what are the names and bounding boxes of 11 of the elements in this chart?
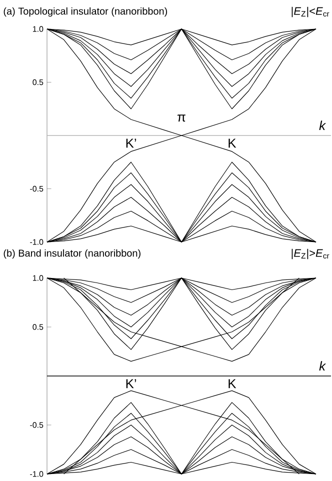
annotation: K’ — [126, 138, 136, 148]
annotation: K’ — [126, 379, 136, 388]
annotation: K — [228, 379, 236, 388]
chart-title: (b) Band insulator (nanoribbon) — [4, 249, 140, 259]
annotation: π — [178, 114, 186, 122]
chart-title: (a) Topological insulator (nanoribbon) — [4, 7, 168, 17]
x-axis-title: k — [319, 361, 326, 370]
chart-subtitle: |E$_{Z}$|<E$_{cr}$ — [292, 6, 330, 18]
chart-subtitle: |E$_{Z}$|>E$_{cr}$ — [292, 248, 330, 260]
x-axis-title: k — [319, 120, 326, 130]
annotation: K — [228, 138, 236, 148]
